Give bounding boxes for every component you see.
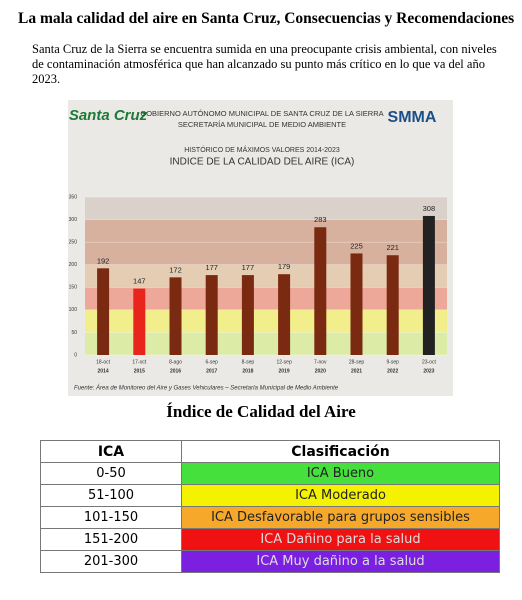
value-label: 172: [169, 265, 182, 274]
x-tick-year: 2015: [134, 368, 145, 374]
bar: [350, 253, 363, 355]
table-header-cell: Clasificación: [181, 440, 500, 463]
bar: [422, 215, 435, 355]
x-tick-year: 2019: [279, 368, 290, 374]
ica-band: [85, 197, 447, 220]
logo-left: Santa Cruz: [69, 107, 148, 124]
bar: [97, 268, 110, 355]
x-tick-year: 2021: [351, 368, 362, 374]
ica-class: ICA Muy dañino a la salud: [181, 550, 500, 573]
table-row: 101-150 ICA Desfavorable para grupos sens…: [40, 506, 500, 529]
y-tick-label: 200: [69, 262, 78, 268]
x-tick-label: 9-sep: [386, 359, 399, 365]
value-label: 177: [242, 263, 255, 272]
y-tick-label: 100: [69, 307, 78, 313]
x-tick-label: 28-sep: [349, 359, 365, 365]
x-tick-label: 8-ago: [169, 359, 182, 365]
x-tick-label: 18-oct: [96, 359, 111, 365]
value-label: 221: [386, 243, 399, 252]
ica-class: ICA Dañino para la salud: [181, 528, 500, 551]
bar: [314, 227, 327, 355]
article-title: La mala calidad del aire en Santa Cruz, …: [18, 10, 515, 27]
x-tick-label: 17-oct: [132, 359, 147, 365]
bar: [169, 277, 182, 355]
y-tick-label: 0: [74, 352, 77, 358]
x-tick-label: 7-nov: [314, 359, 327, 365]
chart-subtitle: HISTÓRICO DE MÁXIMOS VALORES 2014-2023: [184, 145, 340, 154]
value-label: 147: [133, 277, 146, 286]
value-label: 177: [205, 263, 218, 272]
x-tick-year: 2023: [423, 368, 434, 374]
y-tick-label: 350: [69, 194, 78, 200]
ica-range: 0-50: [40, 462, 182, 485]
org-line: GOBIERNO AUTÓNOMO MUNICIPAL DE SANTA CRU…: [140, 109, 383, 118]
ica-range: 151-200: [40, 528, 182, 551]
table-row: 0-50 ICA Bueno: [40, 462, 500, 485]
value-label: 192: [97, 256, 110, 265]
y-tick-label: 300: [69, 217, 78, 223]
chart-title: INDICE DE LA CALIDAD DEL AIRE (ICA): [170, 157, 355, 168]
y-tick-label: 250: [69, 239, 78, 245]
x-tick-year: 2017: [206, 368, 217, 374]
ica-class: ICA Moderado: [181, 484, 500, 507]
x-tick-year: 2018: [242, 368, 253, 374]
x-tick-label: 6-sep: [205, 359, 218, 365]
bar: [278, 274, 291, 355]
chart-source: Fuente: Área de Monitoreo del Aire y Gas…: [74, 385, 339, 392]
table-title: Índice de Calidad del Aire: [166, 402, 356, 421]
bar: [133, 288, 146, 355]
y-tick-label: 150: [69, 285, 78, 291]
y-tick-label: 50: [71, 330, 77, 336]
chart: Santa Cruz SMMA GOBIERNO AUTÓNOMO MUNICI…: [68, 100, 453, 396]
table-header-cell: ICA: [40, 440, 182, 463]
table-row: 151-200 ICA Dañino para la salud: [40, 528, 500, 551]
org-line: SECRETARÍA MUNICIPAL DE MEDIO AMBIENTE: [178, 120, 346, 129]
ica-class: ICA Bueno: [181, 462, 500, 485]
x-tick-label: 12-sep: [276, 359, 292, 365]
x-tick-year: 2014: [98, 368, 109, 374]
table-row: 51-100 ICA Moderado: [40, 484, 500, 507]
table-row: 201-300 ICA Muy dañino a la salud: [40, 550, 500, 573]
x-tick-year: 2022: [387, 368, 398, 374]
bar: [241, 275, 254, 355]
x-tick-label: 8-sep: [242, 359, 255, 365]
bar: [386, 255, 399, 355]
logo-right: SMMA: [388, 109, 437, 126]
ica-range: 201-300: [40, 550, 182, 573]
ica-range: 51-100: [40, 484, 182, 507]
article-paragraph: Santa Cruz de la Sierra se encuentra sum…: [32, 42, 497, 86]
value-label: 283: [314, 215, 327, 224]
x-tick-year: 2020: [315, 368, 326, 374]
ica-table: ICA Clasificación 0-50 ICA Bueno 51-100 ICA M…: [40, 440, 500, 573]
bar: [205, 275, 218, 355]
ica-class: ICA Desfavorable para grupos sensibles: [181, 506, 500, 529]
value-label: 225: [350, 241, 363, 250]
value-label: 308: [423, 204, 436, 213]
x-tick-year: 2016: [170, 368, 181, 374]
x-tick-label: 23-oct: [422, 359, 437, 365]
ica-range: 101-150: [40, 506, 182, 529]
value-label: 179: [278, 262, 291, 271]
